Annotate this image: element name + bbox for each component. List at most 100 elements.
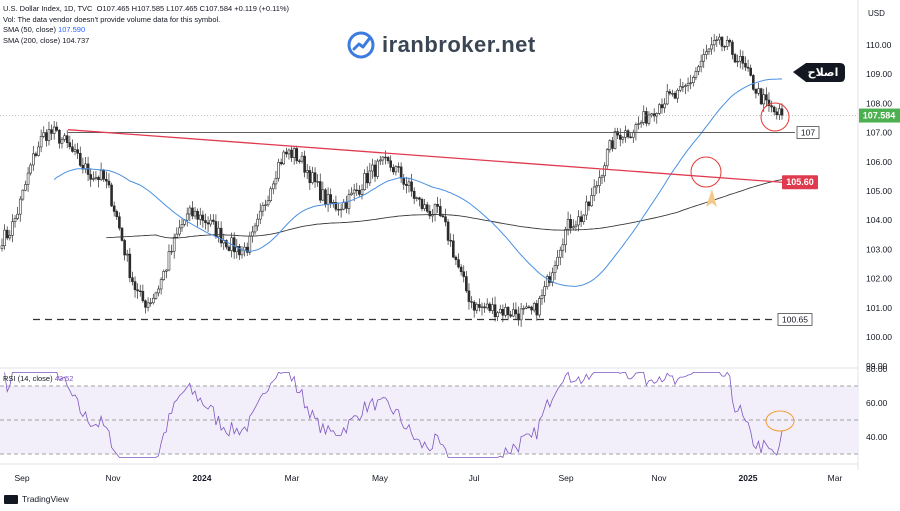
- candle-body-down: [107, 180, 111, 186]
- trendline-tag: [782, 175, 818, 190]
- candle-body-down: [295, 148, 299, 162]
- rsi-legend: RSI (14, close) 43.52: [3, 374, 73, 383]
- candle: [728, 38, 732, 47]
- candle-body-up: [543, 286, 546, 296]
- candle-body-up: [261, 205, 265, 212]
- candle: [655, 112, 659, 124]
- candle: [157, 285, 160, 297]
- candle: [452, 234, 455, 259]
- candle: [725, 35, 729, 51]
- candle-body-up: [188, 207, 192, 215]
- candle: [736, 54, 739, 68]
- candle-body-down: [483, 306, 486, 309]
- candle-body-down: [112, 205, 116, 212]
- candle: [272, 180, 275, 195]
- candle: [225, 239, 228, 250]
- candle: [569, 214, 572, 234]
- candle: [170, 244, 173, 255]
- sma50-label[interactable]: SMA (50, close): [3, 25, 56, 34]
- candle: [590, 187, 593, 207]
- candle: [123, 238, 126, 261]
- rsi-highlight-circle: [765, 410, 795, 432]
- candle-body-down: [412, 190, 416, 199]
- candle: [185, 207, 189, 227]
- candle: [365, 166, 369, 189]
- candle-body-down: [212, 219, 215, 222]
- candle-body-down: [720, 36, 724, 47]
- candle: [485, 298, 489, 310]
- candle-body-up: [545, 276, 549, 287]
- candle: [595, 180, 599, 195]
- candle-body-up: [639, 122, 643, 125]
- candle-body-up: [84, 163, 87, 170]
- candle-body-up: [694, 71, 698, 78]
- candle-body-up: [29, 164, 32, 174]
- candle-body-down: [420, 199, 424, 209]
- candle-body-up: [504, 307, 507, 316]
- candle-body-up: [592, 186, 596, 196]
- candle: [428, 204, 432, 220]
- time-tick-label: Nov: [105, 473, 121, 483]
- last-price-tag: [859, 108, 900, 123]
- candle-body-up: [209, 219, 212, 225]
- candle-body-down: [467, 290, 471, 302]
- candle: [165, 269, 168, 279]
- tradingview-logo[interactable]: TradingView: [4, 494, 69, 504]
- candle-body-down: [587, 201, 591, 207]
- candle: [459, 264, 463, 276]
- candle-body-down: [410, 181, 413, 192]
- candle-body-up: [165, 269, 168, 272]
- candle: [339, 204, 343, 218]
- candle-body-up: [8, 235, 12, 239]
- candle-body-up: [193, 210, 197, 217]
- candle: [50, 124, 53, 140]
- price-tick-label: 105.00: [866, 186, 892, 196]
- candle: [386, 155, 390, 164]
- candle: [245, 242, 249, 256]
- candle-body-up: [178, 227, 181, 235]
- candle-body-up: [423, 204, 426, 209]
- candle: [420, 197, 424, 212]
- candle: [16, 206, 19, 221]
- rsi-value: 43.52: [54, 374, 74, 383]
- candle: [261, 202, 265, 217]
- rsi-label[interactable]: RSI (14, close): [3, 374, 53, 383]
- retest-circle: [690, 156, 722, 188]
- candle: [32, 146, 35, 171]
- candle: [551, 267, 554, 287]
- candle: [84, 157, 87, 174]
- sma200-label[interactable]: SMA (200, close): [3, 35, 61, 45]
- symbol-title[interactable]: U.S. Dollar Index, 1D, TVC: [3, 4, 93, 13]
- candle-body-up: [3, 229, 6, 247]
- candle: [663, 98, 666, 113]
- time-tick-label: Mar: [828, 473, 843, 483]
- candle: [483, 302, 486, 313]
- candle: [519, 303, 523, 327]
- rsi-tick-label: 40.00: [866, 432, 888, 442]
- candle-body-down: [514, 309, 518, 315]
- candle: [694, 67, 698, 81]
- candle-body-up: [381, 156, 385, 161]
- candle: [577, 210, 580, 232]
- candle-body-down: [313, 172, 317, 182]
- candle-body-up: [715, 39, 719, 41]
- price-tick-label: 107.00: [866, 128, 892, 138]
- candles: [0, 33, 784, 327]
- candle: [222, 233, 226, 250]
- candle-body-up: [162, 271, 166, 280]
- candle-body-down: [238, 246, 241, 256]
- candle-body-up: [778, 108, 781, 116]
- candle-body-up: [564, 229, 567, 246]
- candle-body-down: [438, 206, 442, 217]
- candle: [172, 233, 176, 259]
- candle-body-up: [256, 218, 259, 227]
- candle-body-up: [710, 44, 713, 50]
- candle: [3, 224, 6, 250]
- candle-body-up: [738, 56, 742, 62]
- candle: [18, 195, 22, 222]
- candle: [712, 34, 716, 52]
- candle: [775, 107, 779, 120]
- candle: [545, 274, 549, 290]
- candle: [491, 297, 494, 314]
